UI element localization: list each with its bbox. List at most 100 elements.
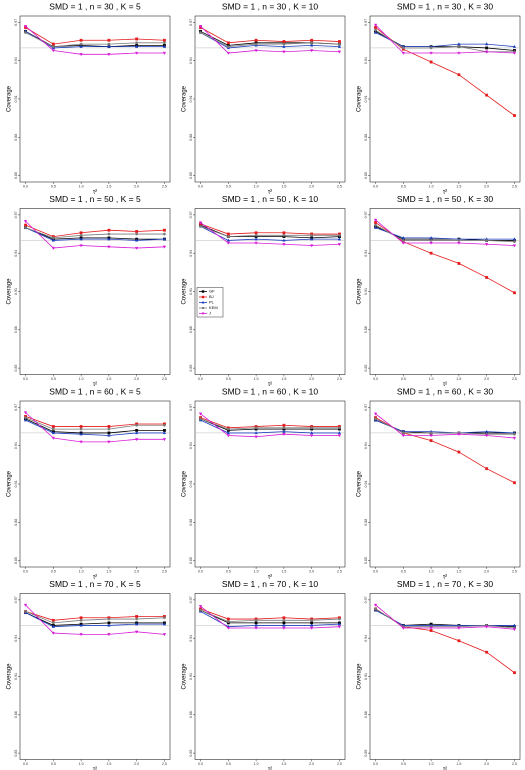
panel-title: SMD = 1 , n = 70 , K = 5 xyxy=(49,579,141,589)
marker xyxy=(485,50,489,54)
y-tick-label: 0.94 xyxy=(189,442,193,449)
y-tick-label: 0.97 xyxy=(189,211,193,218)
x-axis-label: τ² xyxy=(93,767,97,770)
x-tick-label: 0.5 xyxy=(401,569,406,573)
marker xyxy=(107,53,111,57)
marker xyxy=(338,42,341,46)
x-tick-label: 2.0 xyxy=(484,762,489,766)
marker xyxy=(162,44,167,48)
marker xyxy=(282,618,286,622)
series-line xyxy=(375,27,515,116)
marker xyxy=(23,411,28,415)
y-tick-label: 0.97 xyxy=(14,404,18,411)
y-tick-label: 0.91 xyxy=(189,481,193,488)
y-tick-label: 0.94 xyxy=(364,442,368,449)
marker xyxy=(79,427,83,431)
marker xyxy=(107,228,111,232)
marker xyxy=(429,51,433,55)
series-line xyxy=(25,32,165,48)
marker xyxy=(199,224,202,228)
marker xyxy=(162,431,167,435)
x-tick-label: 1.0 xyxy=(79,762,84,766)
marker xyxy=(24,416,27,419)
y-tick-label: 0.94 xyxy=(14,250,18,257)
series-line xyxy=(200,27,340,44)
y-tick-label: 0.88 xyxy=(364,711,368,718)
x-axis-label: τ² xyxy=(93,575,97,581)
series-line xyxy=(200,608,340,620)
series-line xyxy=(200,418,340,431)
marker xyxy=(23,603,28,607)
marker xyxy=(135,615,139,618)
x-tick-label: 2.5 xyxy=(512,762,517,766)
series-line xyxy=(25,220,165,249)
marker xyxy=(373,30,378,34)
marker xyxy=(51,431,55,435)
y-axis-label: Coverage xyxy=(182,85,188,112)
y-tick-label: 0.88 xyxy=(14,711,18,718)
marker xyxy=(201,300,205,304)
marker xyxy=(310,237,314,241)
x-axis-label: τ² xyxy=(443,575,447,581)
series-line xyxy=(375,224,515,243)
y-tick-label: 0.97 xyxy=(14,19,18,26)
marker xyxy=(282,238,286,242)
x-tick-label: 0.0 xyxy=(373,569,378,573)
y-tick-label: 0.97 xyxy=(189,19,193,26)
marker xyxy=(23,418,28,422)
marker xyxy=(162,622,167,626)
x-axis-label: τ² xyxy=(93,382,97,388)
x-tick-label: 0.5 xyxy=(51,184,56,188)
panel: SMD = 1 , n = 70 , K = 5 0.97 0.94 0.91 0.88… xyxy=(7,579,171,770)
series-line xyxy=(25,25,165,55)
series-line xyxy=(25,419,165,436)
y-axis-label: Coverage xyxy=(7,85,13,112)
series-line xyxy=(375,222,515,294)
marker xyxy=(79,623,83,627)
marker xyxy=(107,633,111,637)
y-tick-label: 0.85 xyxy=(14,557,18,564)
marker xyxy=(254,426,258,430)
marker xyxy=(226,238,230,242)
y-tick-label: 0.94 xyxy=(189,250,193,257)
marker xyxy=(226,431,230,435)
y-tick-label: 0.91 xyxy=(14,96,18,103)
marker xyxy=(429,241,433,245)
marker xyxy=(162,633,167,637)
y-tick-label: 0.85 xyxy=(364,172,368,179)
marker xyxy=(198,221,203,225)
marker xyxy=(254,42,258,46)
y-tick-label: 0.85 xyxy=(14,750,18,757)
marker xyxy=(310,431,314,435)
marker xyxy=(338,40,341,43)
marker xyxy=(51,42,55,46)
panel-title: SMD = 1 , n = 50 , K = 5 xyxy=(49,194,141,204)
marker xyxy=(107,44,111,48)
y-tick-label: 0.94 xyxy=(14,57,18,64)
marker xyxy=(512,51,517,55)
plot-frame xyxy=(19,400,171,568)
x-tick-label: 0.0 xyxy=(198,377,203,381)
plot-frame xyxy=(19,208,171,375)
marker xyxy=(310,623,314,627)
marker xyxy=(485,650,489,654)
marker xyxy=(163,232,166,236)
x-tick-label: 1.5 xyxy=(456,569,461,573)
marker xyxy=(107,425,111,428)
marker xyxy=(282,243,286,247)
marker xyxy=(512,623,517,627)
marker xyxy=(310,41,314,45)
y-axis-label: Coverage xyxy=(7,278,13,305)
marker xyxy=(310,233,314,237)
marker xyxy=(457,262,461,265)
x-tick-label: 1.5 xyxy=(456,184,461,188)
y-tick-label: 0.94 xyxy=(14,635,18,642)
marker xyxy=(199,31,202,34)
x-tick-label: 2.0 xyxy=(309,762,314,766)
x-tick-label: 2.5 xyxy=(512,184,517,188)
y-tick-label: 0.88 xyxy=(189,134,193,141)
marker xyxy=(282,233,286,237)
marker xyxy=(254,431,258,435)
legend-label: PL xyxy=(209,300,215,305)
marker xyxy=(337,622,342,626)
